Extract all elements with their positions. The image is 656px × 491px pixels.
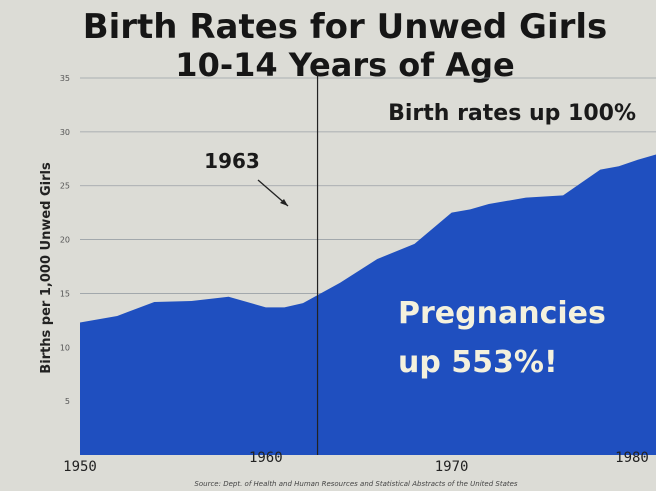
y-tick-label-1: 10 [60, 343, 70, 352]
annotation-arrowhead [280, 199, 288, 206]
data-area [80, 154, 656, 455]
source-note: Source: Dept. of Health and Human Resour… [194, 480, 518, 488]
x-tick-label-0: 1950 [63, 459, 97, 475]
y-tick-label-2: 15 [60, 289, 70, 298]
annotation-birth-rates: Birth rates up 100% [388, 101, 636, 126]
x-tick-label-2: 1970 [435, 459, 469, 475]
y-tick-label-0: 5 [65, 397, 70, 406]
chart-title-line1: Birth Rates for Unwed Girls [83, 7, 608, 47]
y-tick-label-6: 35 [60, 74, 70, 83]
annotation-1963-label: 1963 [204, 149, 260, 173]
y-tick-label-5: 30 [60, 128, 70, 137]
x-ticks: 1950 1960 1970 1980 [63, 450, 649, 475]
x-tick-label-3: 1980 [615, 450, 649, 466]
x-tick-label-1: 1960 [249, 450, 283, 466]
annotation-pregnancies-line1: Pregnancies [398, 296, 606, 331]
annotation-pregnancies-line2: up 553%! [398, 345, 558, 380]
y-ticks: 5 10 15 20 25 30 35 [60, 74, 70, 406]
y-tick-label-4: 25 [60, 182, 70, 191]
y-axis-label: Births per 1,000 Unwed Girls [39, 162, 54, 374]
y-tick-label-3: 20 [60, 236, 70, 245]
